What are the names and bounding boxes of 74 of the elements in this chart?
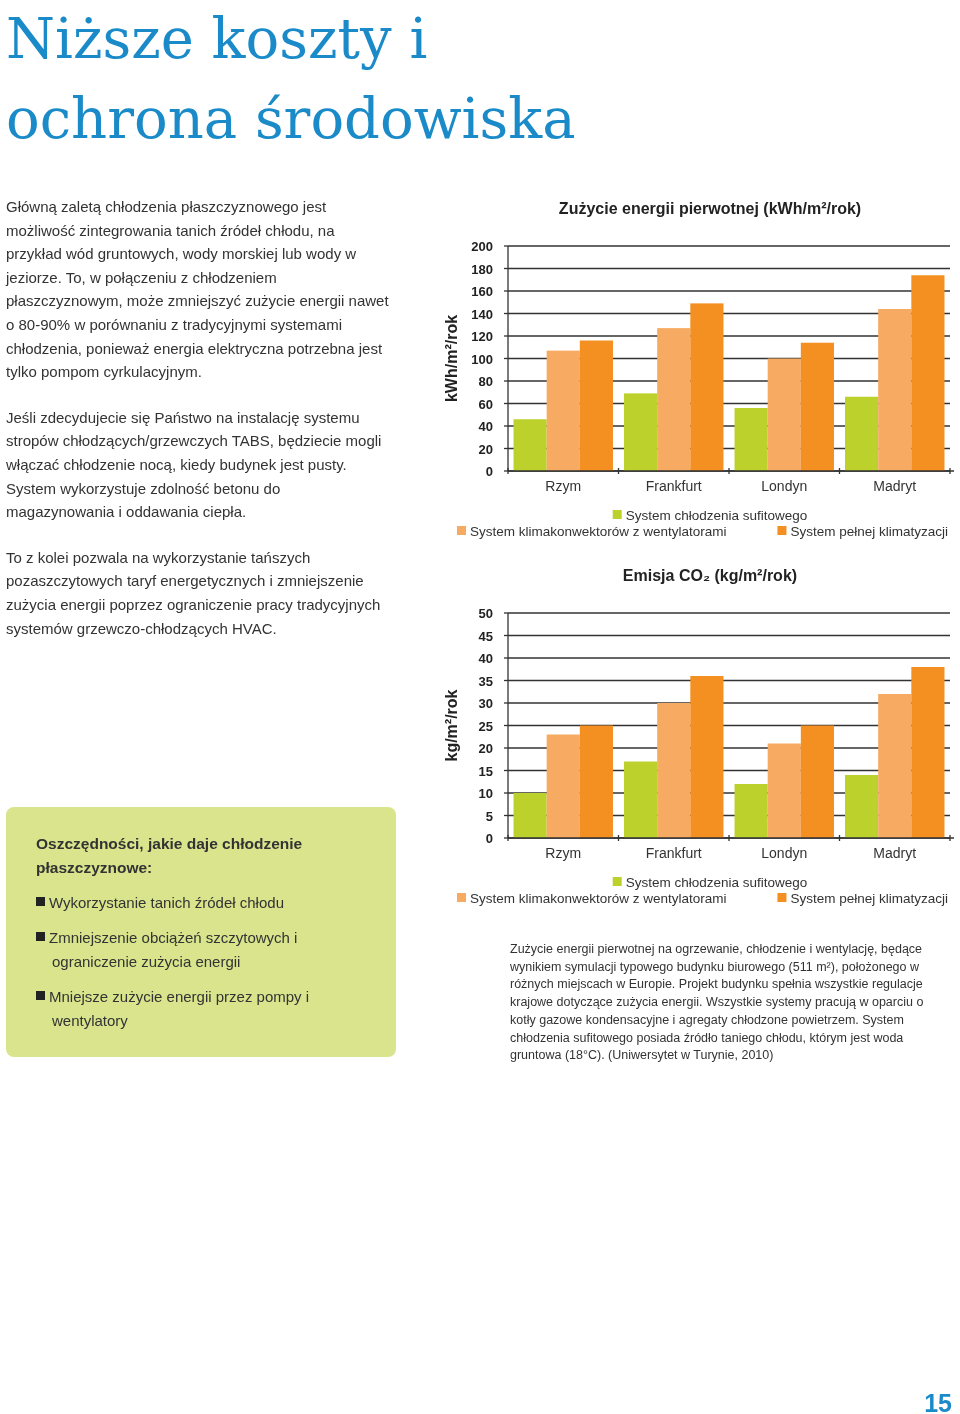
chart-title: Zużycie energii pierwotnej (kWh/m²/rok) [558,200,862,217]
bar [657,328,691,471]
text: Wykorzystanie tanich źródeł chłodu [49,894,284,911]
y-tick-label: 100 [471,351,493,367]
y-tick-label: 40 [478,651,493,666]
text: Główną zaletą chłodzenia płaszczyznowego jest możliwość zintegrowania tanich źródeł chłodu, na przykład wód gruntowych, wody morskiej lub wody w jeziorze. To, w połączeniu z chłodzeniem płaszczyznowym, może zmniejszyć zużycie energii nawet o 80-90% w porównaniu z tradycyjnymi systemami chłodzenia, ponieważ energia elektryczna potrzebna jest tylko pompom cyrkulacyjnym. [5,198,390,381]
bar [911,275,945,471]
bar [579,340,613,471]
bar [800,342,834,471]
x-tick-label: Londyn [761,478,808,494]
legend-label: System pełnej klimatyzacji [790,524,949,539]
x-tick-label: Frankfurt [645,845,702,861]
legend-label: System klimakonwektorów z wentylatorami [470,891,727,906]
y-tick-label: 80 [478,374,493,389]
y-tick-label: 15 [478,763,493,779]
legend-label: System pełnej klimatyzacji [790,891,949,906]
y-tick-label: 25 [478,718,493,734]
text: Jeśli zdecydujecie się Państwo na instalację systemu stropów chłodzących/grzewczych TABS, będziecie mogli włączać chłodzenie nocą, kiedy budynek jest pusty. System wykorzystuje zdolność betonu do magazynowania i oddawania ciepła. [5,408,382,521]
bar [734,784,768,838]
y-tick-label: 140 [471,306,493,322]
bar [657,703,691,838]
legend-label: System chłodzenia sufitowego [625,875,808,890]
chart-title: Emisja CO₂ (kg/m²/rok) [622,567,798,584]
y-tick-label: 60 [478,396,493,412]
bar [624,393,658,471]
bar [734,408,768,471]
y-tick-label: 180 [471,261,493,277]
bar [546,734,580,838]
text: 15 [924,1389,953,1414]
y-tick-label: 35 [478,673,493,689]
x-tick-label: Madryt [873,478,917,494]
bar [513,793,547,838]
bar [624,761,658,838]
y-tick-label: 0 [485,831,493,846]
bar [845,396,879,471]
bar [546,350,580,471]
y-tick-label: 10 [478,786,493,801]
bar [690,303,724,471]
text: Zużycie energii pierwotnej na ogrzewanie, chłodzenie i wentylację, będące wynikiem symulacji typowego budynku biurowego (511 m²), położonego w różnych miejscach w Europie. Projekt budynku spełnia wszystkie regulacje krajowe dotyczące zużycia energii. Wszystkie systemy pracują w oparciu o kotły gazowe kondensacyjne i agregaty chłodzone powietrzem. System chłodzenia sufitowego posiada źródło taniego chłodu, którym jest woda gruntowa (18°C). (Uniwersytet w Turynie, 2010) [509,942,924,1063]
text: Zmniejszenie obciążeń szczytowych i ograniczenie zużycia energii [49,929,298,970]
text: Mniejsze zużycie energii przez pompy i wentylatory [49,988,310,1029]
bar [878,694,912,838]
x-tick-label: Londyn [761,845,808,861]
text: Niższe koszty i ochrona środowiska [6,6,576,151]
y-tick-label: 30 [478,696,493,711]
bar [800,725,834,838]
bar [513,419,547,471]
bar [579,725,613,838]
legend-label: System klimakonwektorów z wentylatorami [470,524,727,539]
x-tick-label: Rzym [545,478,582,494]
x-tick-label: Madryt [873,845,917,861]
text: To z kolei pozwala na wykorzystanie tańszych pozaszczytowych taryf energetycznych i zmniejszenie zużycia energii poprzez ograniczenie pracy tradycyjnych systemów grzewczo-chłodzących HVAC. [6,548,381,637]
y-tick-label: 40 [478,419,493,434]
y-axis-title: kWh/m²/rok [443,314,460,403]
y-tick-label: 50 [478,606,493,621]
y-tick-label: 0 [485,464,493,479]
y-tick-label: 45 [478,628,493,644]
x-tick-label: Rzym [545,845,582,861]
bar [878,309,912,471]
y-axis-title: kg/m²/rok [443,689,460,762]
bar [911,667,945,838]
bar [767,743,801,838]
bar [845,775,879,838]
y-tick-label: 5 [485,808,493,824]
y-tick-label: 20 [478,741,493,756]
bar [690,676,724,838]
legend-label: System chłodzenia sufitowego [625,508,808,523]
x-tick-label: Frankfurt [645,478,702,494]
y-tick-label: 120 [471,329,493,344]
y-tick-label: 160 [471,284,493,299]
y-tick-label: 200 [471,239,493,254]
text: Oszczędności, jakie daje chłodzenie płaszczyznowe: [36,835,303,876]
y-tick-label: 20 [478,441,493,457]
bar [767,358,801,471]
